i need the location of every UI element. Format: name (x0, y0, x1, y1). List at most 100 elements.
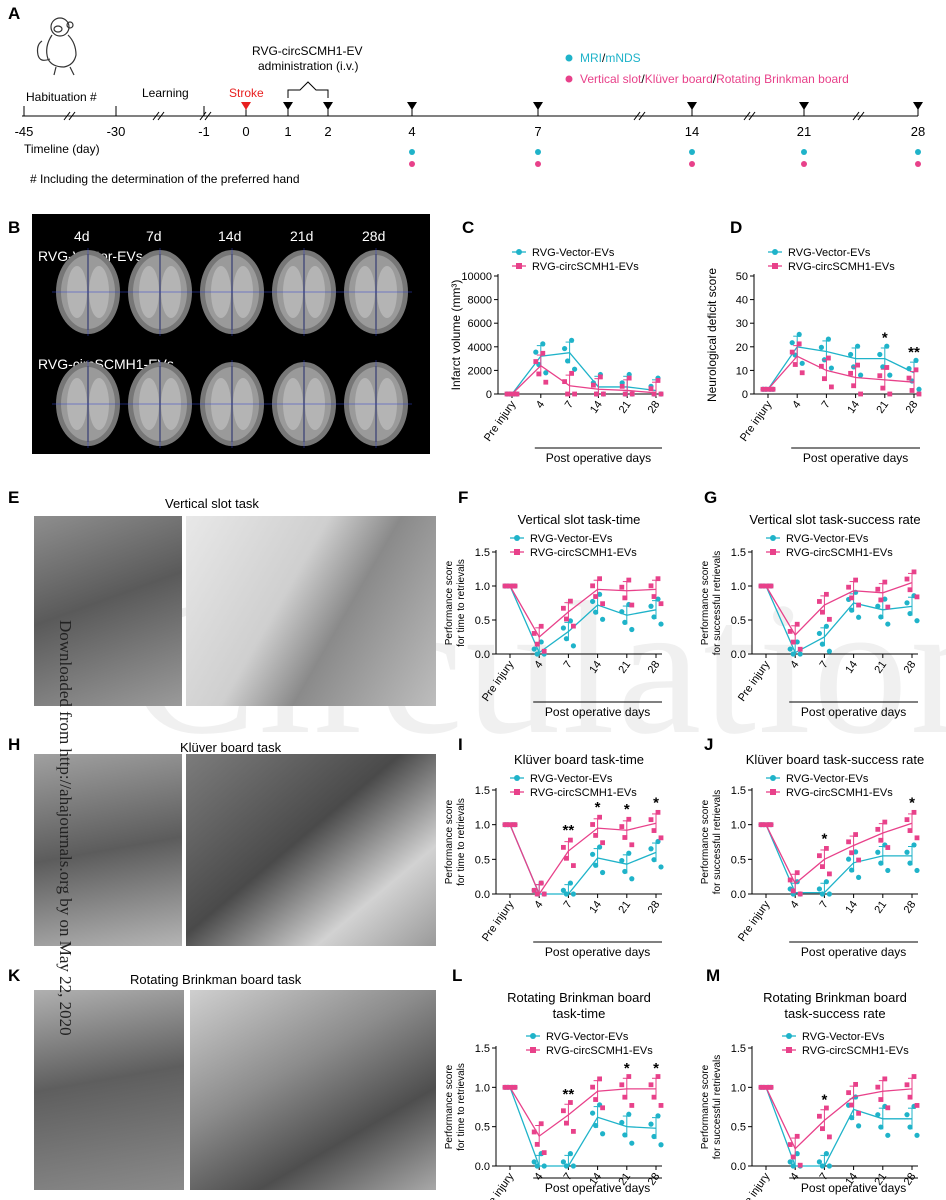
data-point (533, 359, 539, 364)
data-point (878, 1097, 884, 1102)
significance-marker: * (821, 830, 827, 847)
data-point (651, 614, 657, 620)
data-point (849, 1115, 855, 1121)
data-point (761, 822, 767, 828)
data-point (568, 598, 573, 604)
data-point (655, 596, 661, 602)
data-point (597, 1076, 602, 1082)
data-point (877, 373, 883, 379)
data-point (504, 391, 510, 397)
data-point (561, 1108, 566, 1114)
axis-break-marks (63, 111, 865, 121)
y-axis-label: for time to retrievals (456, 559, 467, 647)
panel-label-g: G (704, 488, 718, 507)
data-point (570, 643, 576, 649)
y-tick-label: 1.5 (731, 785, 746, 797)
data-point (875, 826, 881, 832)
x-tick-label: 28 (646, 1171, 663, 1188)
data-point (799, 360, 805, 366)
x-tick-label: Pre injury (736, 658, 773, 703)
timeline-tick-label: 28 (910, 124, 926, 139)
chart-kluver-time: Klüver board task-time 0.0 0.5 1.0 1.5 Perfor… (444, 752, 664, 959)
data-point (561, 844, 566, 850)
data-point (763, 386, 769, 392)
data-point (543, 370, 549, 376)
data-point (914, 594, 920, 600)
data-point (507, 391, 513, 397)
data-point (880, 385, 886, 391)
data-point (797, 1162, 803, 1168)
chart-title: task-time (553, 1006, 606, 1021)
data-point (875, 1112, 881, 1118)
data-point (531, 1129, 537, 1135)
brain-slice-image (268, 360, 340, 448)
y-axis-label: for time to retrievals (456, 798, 467, 886)
data-point (534, 1141, 540, 1147)
kluver-photo-left (34, 754, 182, 946)
data-point (916, 391, 922, 397)
x-tick-label: 21 (872, 659, 889, 676)
download-notice: Downloaded from http://ahajournals.org b… (56, 620, 75, 1036)
data-point (509, 1084, 515, 1090)
data-point (600, 869, 606, 876)
data-point (569, 337, 575, 343)
y-axis-label: for time to retrievals (456, 1063, 467, 1151)
timeline-axis-label: Timeline (day) (24, 142, 100, 156)
data-point (884, 365, 890, 370)
x-tick-label: 28 (646, 399, 663, 416)
x-tick-label: 21 (616, 659, 633, 676)
data-point (658, 1142, 664, 1148)
data-point (768, 583, 774, 589)
stroke-label: Stroke (229, 86, 264, 100)
x-tick-label: 21 (874, 399, 891, 416)
data-point (789, 349, 795, 355)
data-point (824, 1105, 829, 1111)
data-point (827, 1134, 832, 1140)
data-point (820, 609, 825, 615)
x-tick-label: 14 (587, 899, 604, 916)
data-point (629, 876, 635, 882)
panel-label-h: H (8, 735, 21, 754)
data-point (541, 1163, 547, 1169)
data-point (658, 601, 664, 607)
data-point (560, 625, 566, 631)
data-point (817, 599, 822, 604)
data-point (907, 587, 913, 593)
data-point (904, 600, 910, 606)
data-point (502, 583, 508, 589)
data-point (767, 386, 773, 392)
chart-title: Vertical slot task-success rate (749, 512, 920, 527)
y-tick-label: 1.5 (731, 547, 746, 559)
data-point (655, 1113, 661, 1119)
vertical-slot-photo-left (34, 516, 182, 706)
data-point (914, 618, 920, 624)
data-point (505, 822, 511, 828)
x-tick-label: 7 (818, 1171, 831, 1183)
data-point (600, 1105, 605, 1111)
data-point (816, 1159, 822, 1165)
chart-title: Klüver board task-success rate (746, 752, 924, 767)
data-point (816, 886, 822, 892)
data-point (794, 1151, 800, 1157)
data-point (790, 651, 796, 657)
data-point (651, 1094, 657, 1100)
data-point (790, 639, 796, 645)
legend-entry: RVG-Vector-EVs (802, 1031, 885, 1043)
data-point (828, 365, 834, 371)
x-axis-label: Post operative days (545, 1181, 650, 1195)
data-point (914, 1132, 920, 1138)
data-point (846, 1090, 851, 1096)
data-point (626, 1074, 632, 1079)
data-point (572, 391, 577, 397)
mri-day-label: 4d (74, 228, 90, 244)
data-point (655, 378, 661, 383)
data-point (790, 1163, 796, 1169)
data-point (789, 340, 795, 346)
data-point (848, 370, 853, 376)
x-tick-label: 28 (902, 659, 919, 676)
data-point (651, 594, 657, 599)
data-point (825, 336, 831, 342)
y-tick-label: 0.0 (731, 649, 746, 661)
y-tick-label: 0.5 (731, 1122, 746, 1134)
